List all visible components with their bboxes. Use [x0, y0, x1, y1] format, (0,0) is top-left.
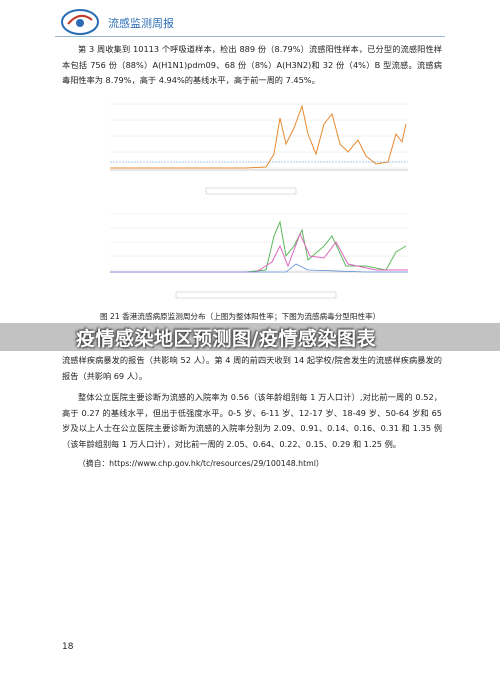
header-rule — [55, 36, 445, 37]
chart-image — [96, 94, 414, 204]
chart-image — [96, 206, 414, 306]
logo — [61, 9, 99, 35]
paragraph: 流感样疾病暴发的报告（共影响 52 人）。第 4 周的前四天收到 14 起学校/… — [62, 355, 442, 381]
header-title: 流感监测周报 — [108, 17, 174, 30]
overlay-title: 疫情感染地区预测图/疫情感染图表 — [76, 328, 376, 350]
overlay-band — [0, 323, 500, 351]
paragraph: 整体公立医院主要诊断为流感的入院率为 0.56（该年龄组别每 1 万人口计）,对… — [62, 392, 442, 449]
paragraph: 第 3 周收集到 10113 个呼吸道样本，检出 889 份（8.79%）流感阳… — [62, 44, 442, 85]
page-number: 18 — [62, 642, 74, 652]
source-note: （摘自：https://www.chp.gov.hk/tc/resources/… — [78, 459, 324, 468]
figure-caption: 图 21 香港流感病原监测周分布（上图为整体阳性率；下图为流感病毒分型阳性率） — [100, 312, 381, 321]
